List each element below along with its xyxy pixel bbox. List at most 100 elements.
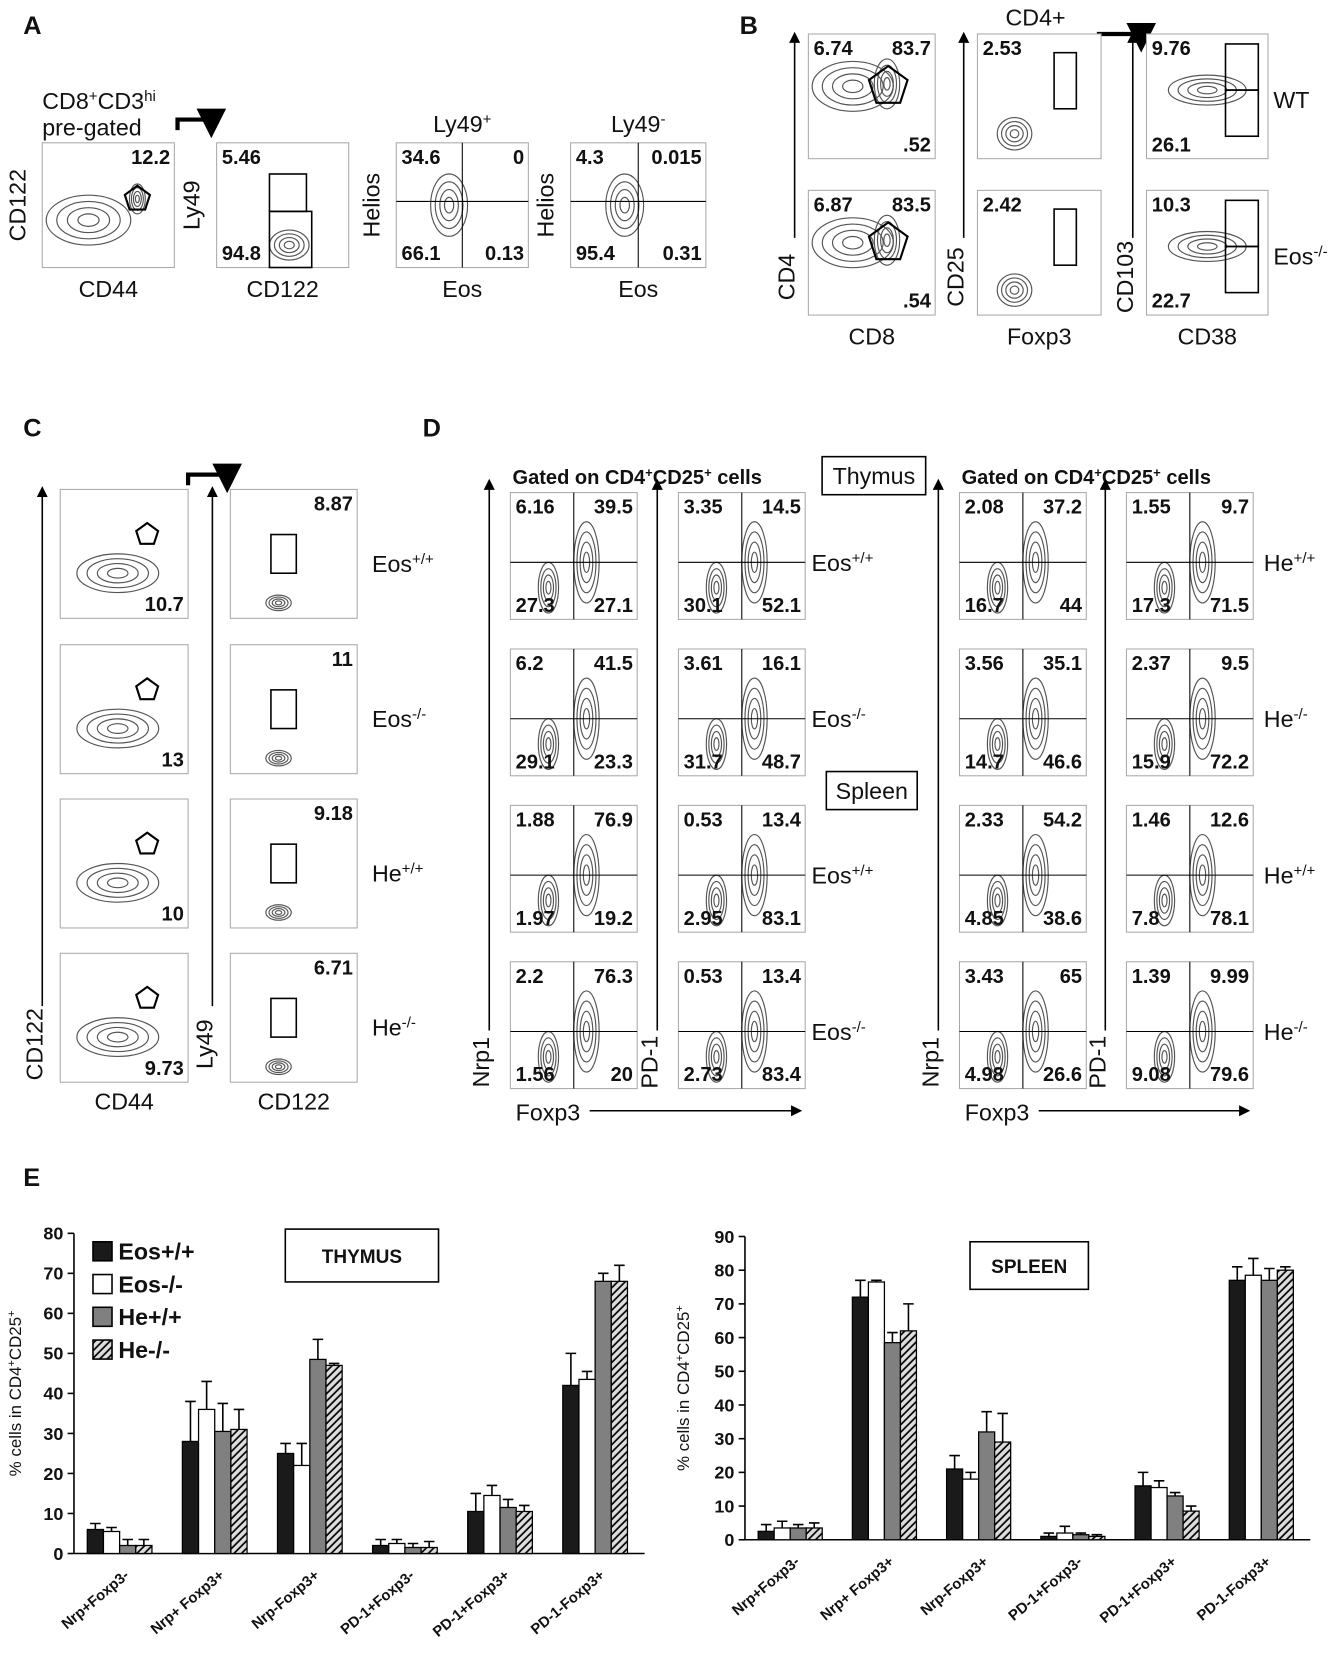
contour — [545, 1049, 552, 1064]
panel-label: E — [23, 1164, 40, 1192]
bar — [610, 1280, 629, 1555]
axis-label: CD122 — [258, 1089, 330, 1115]
contour — [1161, 1049, 1168, 1064]
gate-percent: 9.7 — [1221, 497, 1249, 519]
contour — [880, 227, 894, 254]
bar — [757, 1530, 775, 1541]
bar — [961, 1478, 980, 1541]
axis-label: Thymus — [833, 463, 916, 489]
error-bar — [887, 1331, 898, 1343]
label-part: % cells in CD4 — [6, 1367, 25, 1477]
label-part: +/+ — [852, 549, 874, 566]
label-part: + — [645, 465, 653, 480]
contour — [1161, 893, 1168, 908]
chart-title: SPLEEN — [991, 1257, 1067, 1278]
bar — [483, 1494, 501, 1555]
error-bar — [518, 1504, 530, 1512]
contour — [994, 737, 1001, 751]
x-tick-label: Nrp+ Foxp3+ — [148, 1567, 228, 1638]
y-tick-label: 20 — [714, 1463, 734, 1483]
gate-percent: 16.7 — [965, 595, 1004, 617]
bar — [945, 1468, 964, 1541]
label-part: Gated on CD4 — [512, 467, 645, 489]
contour — [1000, 120, 1029, 147]
axis-label: PD-1 — [636, 1036, 662, 1089]
bar — [978, 1431, 996, 1541]
contour — [265, 594, 292, 612]
y-tick-label: 90 — [714, 1227, 734, 1247]
contour — [708, 724, 725, 764]
gate-percent: 27.1 — [594, 595, 633, 617]
label-part: He — [1264, 706, 1294, 732]
contour — [542, 730, 555, 758]
error-bar — [470, 1492, 482, 1512]
gate-percent: 15.9 — [1132, 751, 1171, 773]
gate-percent: 2.2 — [516, 966, 544, 988]
axis-label: Eos-/- — [372, 706, 426, 733]
axis-label: CD44 — [79, 276, 138, 302]
y-tick-label: 80 — [714, 1261, 734, 1281]
gate-percent: 48.7 — [762, 751, 801, 773]
contour — [542, 1043, 555, 1071]
axis-label: Eos-/- — [1273, 243, 1327, 270]
label-part: CD25 — [653, 467, 704, 489]
tissue-box — [821, 455, 927, 496]
label-part: cells — [1161, 467, 1211, 489]
axis-label: Ly49- — [611, 111, 666, 138]
axis-label: Foxp3 — [1007, 324, 1072, 350]
contour — [443, 196, 455, 214]
plot-frame — [229, 644, 358, 775]
gate-percent: 1.55 — [1132, 497, 1171, 519]
title-box — [284, 1228, 440, 1283]
gate-percent: 13 — [162, 749, 184, 771]
contour — [831, 73, 874, 100]
legend-swatch — [92, 1339, 113, 1360]
bar — [1228, 1279, 1246, 1541]
error-bar — [597, 1272, 609, 1282]
contour — [76, 862, 160, 903]
error-bar — [423, 1540, 435, 1548]
axis-label: % cells in CD4+CD25+ — [674, 1305, 693, 1471]
gate-percent: 6.71 — [314, 957, 353, 979]
contour — [86, 867, 150, 898]
gate-percent: 19.2 — [594, 908, 633, 930]
contour — [1161, 737, 1168, 751]
contour — [609, 181, 640, 230]
bar — [467, 1510, 485, 1555]
contour — [1196, 242, 1218, 251]
axis-label: CD122 — [4, 169, 30, 241]
contour — [614, 188, 635, 222]
gate-percent: 7.8 — [1132, 908, 1160, 930]
contour — [106, 567, 129, 579]
label-part: He — [372, 1015, 402, 1041]
error-bar — [614, 1264, 625, 1282]
contour — [883, 77, 891, 91]
gate-percent: 22.7 — [1152, 291, 1191, 313]
contour — [989, 724, 1006, 764]
label-part: + — [1153, 465, 1161, 480]
gate-percent: 6.87 — [814, 195, 853, 217]
axis-label: Foxp3 — [516, 1099, 581, 1125]
contour — [989, 568, 1006, 608]
contour — [132, 190, 142, 207]
contour — [265, 749, 292, 767]
y-tick-label: 60 — [714, 1328, 734, 1348]
contour — [1158, 730, 1171, 758]
gate-percent: 46.6 — [1043, 751, 1082, 773]
contour — [106, 723, 129, 734]
gate-percent: 4.85 — [965, 908, 1004, 930]
contour — [545, 580, 552, 595]
axis-label: Eos — [442, 276, 482, 302]
error-bar — [233, 1408, 245, 1430]
gate-percent: 54.2 — [1043, 810, 1082, 832]
axis-label: Ly49+ — [433, 111, 492, 138]
gate-percent: 83.1 — [762, 908, 801, 930]
bar — [118, 1544, 137, 1555]
contour — [45, 194, 132, 246]
x-tick-label: Nrp+Foxp3- — [730, 1554, 804, 1619]
contour — [540, 724, 557, 764]
error-bar — [581, 1370, 593, 1380]
panel-header: CD4+ — [1006, 5, 1066, 31]
gate-percent: 0.53 — [684, 966, 723, 988]
